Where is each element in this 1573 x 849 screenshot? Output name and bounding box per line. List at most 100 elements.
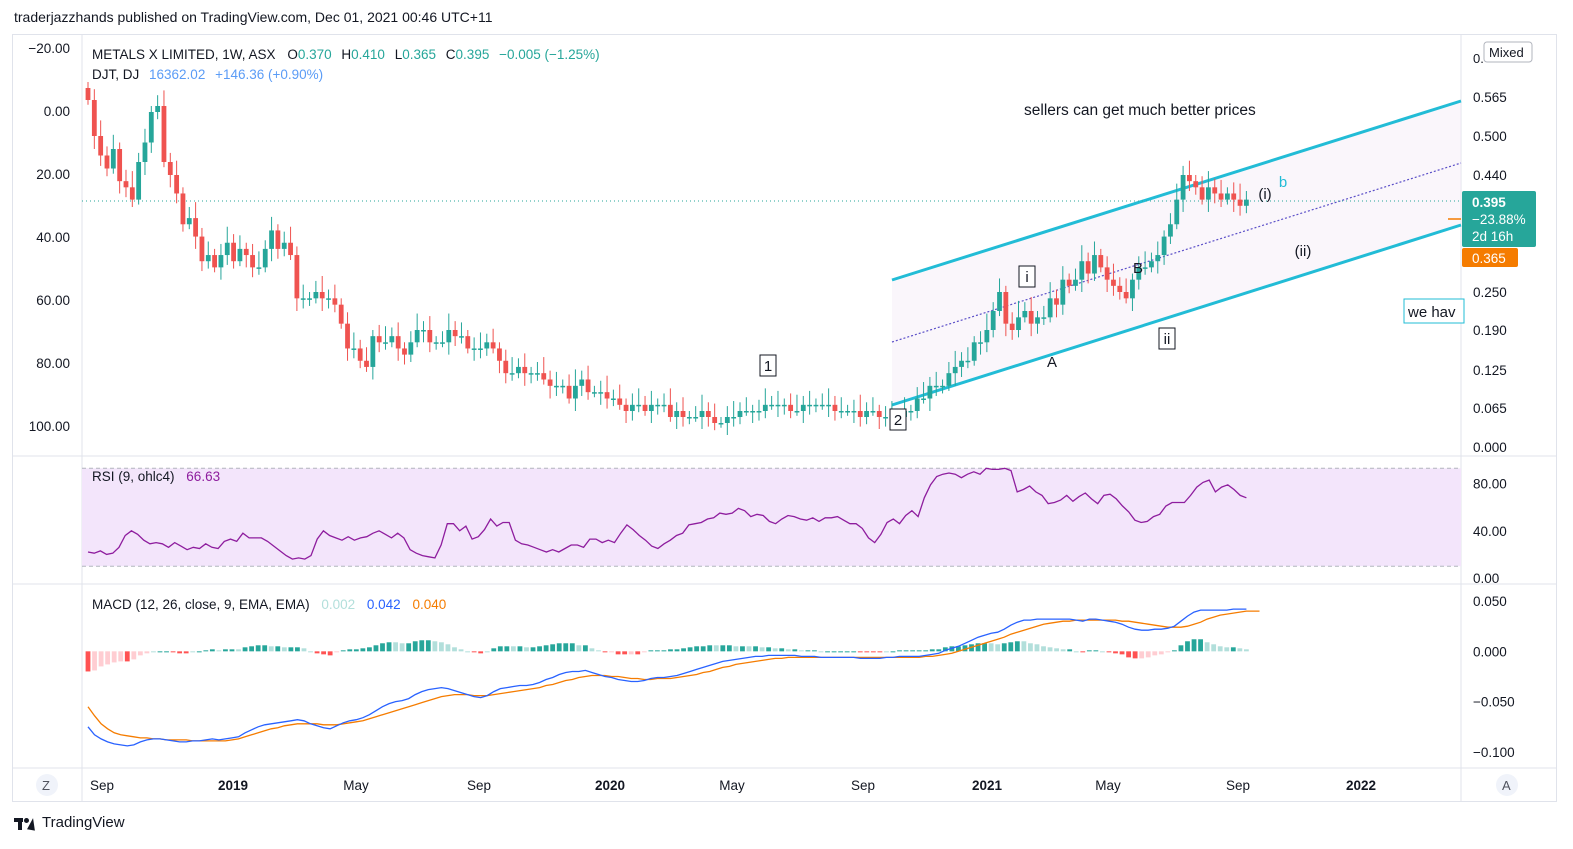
candle-body [592, 392, 597, 394]
high-label: H [341, 47, 351, 62]
candle-body [623, 404, 629, 411]
compare-axis-tick: 80.00 [36, 356, 70, 371]
candle-body [1047, 298, 1053, 318]
macd-hist-bar [1067, 649, 1073, 652]
wave-label: 2 [894, 412, 902, 429]
macd-hist-bar [674, 649, 680, 652]
macd-hist-bar [412, 641, 418, 652]
candle-body [421, 330, 426, 332]
compare-axis-tick: 20.00 [36, 167, 70, 182]
macd-hist-bar [321, 651, 327, 655]
candle-body [560, 385, 566, 388]
candle-body [218, 255, 224, 268]
macd-hist-bar [988, 643, 994, 652]
macd-hist-bar [1028, 643, 1033, 652]
macd-hist-bar [223, 649, 228, 652]
candle-body [535, 373, 540, 375]
candle-body [136, 162, 142, 200]
compare-axis-tick: 0.00 [44, 104, 70, 119]
macd-hist-bar [556, 643, 562, 652]
candle-body [376, 336, 382, 343]
candle-body [440, 342, 445, 344]
candle-body [364, 360, 369, 367]
tradingview-logo[interactable]: TradingView [14, 814, 125, 831]
macd-hist-bar [766, 647, 772, 652]
candle-body [579, 379, 585, 386]
candle-body [585, 379, 591, 393]
macd-hist-bar [720, 645, 726, 652]
candle-body [845, 411, 850, 413]
macd-hist-bar [1217, 646, 1223, 652]
macd-hist-bar [105, 651, 111, 665]
macd-axis-tick: −0.100 [1473, 745, 1515, 760]
candle-body [1212, 187, 1218, 194]
macd-hist-bar [916, 650, 922, 652]
rsi-title: RSI (9, ohlc4) [92, 469, 175, 484]
macd-hist-bar [596, 650, 601, 652]
candle-body [199, 236, 205, 262]
macd-hist-bar [1041, 646, 1046, 652]
timezone-button[interactable] [36, 774, 58, 796]
candle-body [155, 106, 161, 112]
macd-hist-bar [524, 647, 529, 652]
macd-hist-bar [308, 651, 313, 653]
macd-hist-bar [367, 647, 372, 652]
candle-body [984, 330, 990, 343]
compare-axis-tick: 40.00 [36, 230, 70, 245]
macd-hist-bar [229, 649, 235, 652]
macd-hist-bar [628, 651, 634, 655]
macd-hist-bar [216, 650, 222, 652]
macd-hist-bar [1224, 647, 1230, 652]
candle-body [1054, 298, 1059, 305]
chart-frame [12, 34, 1557, 802]
macd-hist-bar [1080, 651, 1086, 653]
macd-hist-bar [1113, 651, 1118, 654]
candle-body [826, 404, 832, 407]
macd-title: MACD (12, 26, close, 9, EMA, EMA) [92, 597, 310, 612]
macd-hist-bar [1185, 641, 1190, 652]
macd-hist-bar [956, 646, 961, 652]
macd-hist-bar [373, 645, 379, 652]
macd-hist-bar [327, 651, 333, 656]
candle-body [807, 404, 813, 407]
compare-change: +146.36 (+0.90%) [215, 67, 323, 82]
compare-legend: DJT, DJ 16362.02 +146.36 (+0.90%) [92, 67, 323, 82]
candle-body [142, 142, 148, 162]
candle-body [693, 417, 699, 419]
candle-body [661, 404, 667, 407]
macd-hist-bar [785, 649, 791, 652]
candle-body [231, 242, 236, 262]
high-value: 0.410 [351, 47, 385, 62]
mixed-button[interactable] [1483, 41, 1533, 63]
macd-line [87, 608, 1247, 747]
macd-hist-bar [1158, 651, 1164, 655]
candle-body [395, 336, 401, 349]
candle-body [389, 336, 395, 343]
candle-body [262, 248, 268, 268]
candle-body [1028, 311, 1034, 324]
macd-value: 0.042 [367, 597, 401, 612]
candle-body [237, 248, 243, 262]
macd-hist-bar [805, 650, 811, 652]
x-axis-label: May [719, 778, 745, 793]
candle-body [1225, 193, 1230, 200]
candle-body [338, 304, 344, 324]
macd-hist-bar [942, 647, 948, 652]
macd-hist-bar [661, 650, 667, 652]
tradingview-logo-text: TradingView [42, 814, 125, 831]
candle-body [383, 342, 388, 344]
candle-body [174, 175, 180, 194]
auto-scale-label: A [1502, 778, 1511, 793]
candle-body [471, 348, 477, 350]
macd-hist-bar [1014, 641, 1020, 652]
macd-hist-bar [936, 649, 942, 652]
close-label: C [446, 47, 456, 62]
wave-label: b [1279, 174, 1287, 191]
macd-hist-bar [530, 647, 536, 652]
candle-body [655, 404, 661, 407]
auto-scale-button[interactable] [1496, 774, 1518, 796]
x-axis-label: Sep [90, 778, 114, 793]
macd-hist-bar [654, 650, 660, 652]
candle-body [686, 417, 692, 419]
